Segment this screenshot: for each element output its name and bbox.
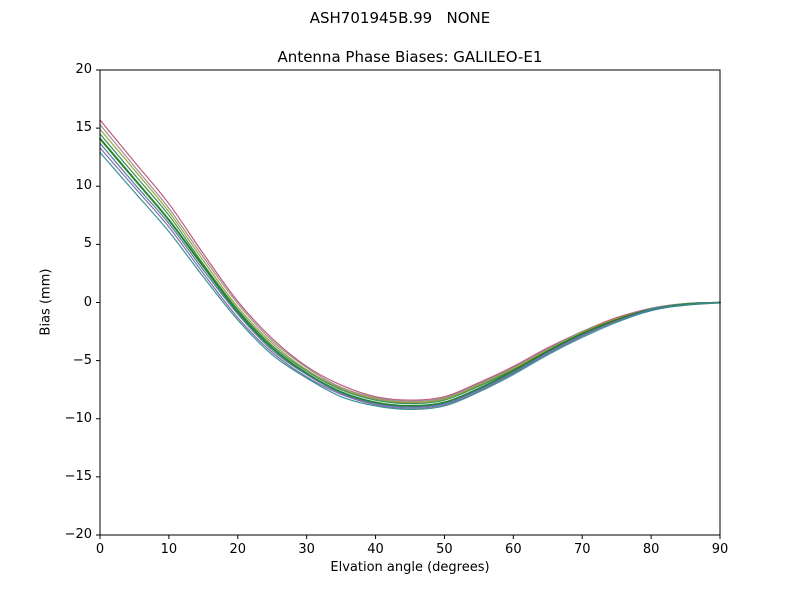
- figure-suptitle: ASH701945B.99 NONE: [309, 9, 491, 27]
- series-line: [99, 147, 721, 409]
- series-line: [99, 142, 721, 408]
- axes-spines: [99, 69, 721, 536]
- chart-title: Antenna Phase Biases: GALILEO-E1: [277, 48, 543, 66]
- series-line: [99, 133, 721, 405]
- series-line: [99, 128, 721, 404]
- x-axis-label: Elvation angle (degrees): [330, 560, 490, 575]
- series-line: [99, 137, 721, 407]
- series-line: [99, 119, 721, 401]
- series-line: [99, 151, 721, 411]
